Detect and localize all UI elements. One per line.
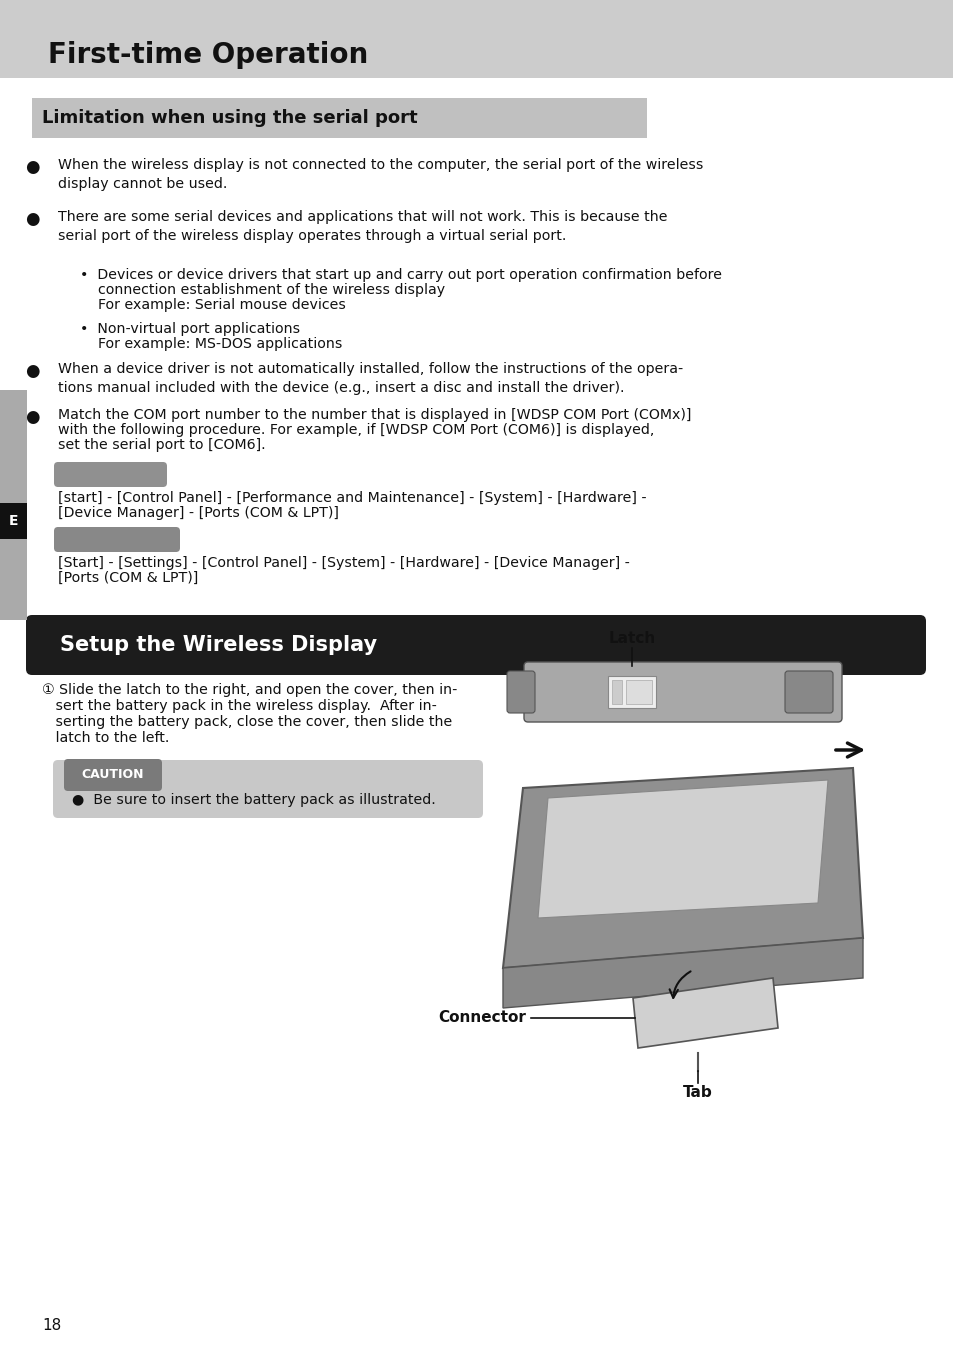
FancyBboxPatch shape <box>523 662 841 722</box>
FancyBboxPatch shape <box>0 390 27 620</box>
Polygon shape <box>633 978 778 1048</box>
FancyBboxPatch shape <box>625 680 651 704</box>
Text: ●: ● <box>25 408 39 427</box>
FancyBboxPatch shape <box>612 680 621 704</box>
FancyBboxPatch shape <box>64 760 162 791</box>
Text: serting the battery pack, close the cover, then slide the: serting the battery pack, close the cove… <box>42 715 452 728</box>
Text: 18: 18 <box>42 1317 61 1332</box>
Polygon shape <box>502 938 862 1007</box>
Text: Tab: Tab <box>682 1085 712 1099</box>
Text: First-time Operation: First-time Operation <box>48 41 368 69</box>
Text: [Start] - [Settings] - [Control Panel] - [System] - [Hardware] - [Device Manager: [Start] - [Settings] - [Control Panel] -… <box>58 556 629 570</box>
Text: Latch: Latch <box>608 631 655 646</box>
Text: When a device driver is not automatically installed, follow the instructions of : When a device driver is not automaticall… <box>58 362 682 395</box>
Polygon shape <box>537 780 827 918</box>
FancyBboxPatch shape <box>784 672 832 714</box>
Text: There are some serial devices and applications that will not work. This is becau: There are some serial devices and applic… <box>58 210 667 242</box>
Text: When the wireless display is not connected to the computer, the serial port of t: When the wireless display is not connect… <box>58 158 702 191</box>
Text: Match the COM port number to the number that is displayed in [WDSP COM Port (COM: Match the COM port number to the number … <box>58 408 691 422</box>
FancyBboxPatch shape <box>0 502 27 539</box>
FancyBboxPatch shape <box>53 760 482 818</box>
Text: •  Devices or device drivers that start up and carry out port operation confirma: • Devices or device drivers that start u… <box>80 268 721 282</box>
Text: Setup the Wireless Display: Setup the Wireless Display <box>60 635 376 655</box>
Text: latch to the left.: latch to the left. <box>42 731 170 745</box>
Text: ●: ● <box>25 158 39 176</box>
Text: connection establishment of the wireless display: connection establishment of the wireless… <box>80 283 445 297</box>
FancyBboxPatch shape <box>54 527 180 552</box>
Text: set the serial port to [COM6].: set the serial port to [COM6]. <box>58 437 265 452</box>
FancyBboxPatch shape <box>32 97 646 138</box>
Text: ●: ● <box>25 362 39 380</box>
Text: CAUTION: CAUTION <box>82 769 144 781</box>
Text: [start] - [Control Panel] - [Performance and Maintenance] - [System] - [Hardware: [start] - [Control Panel] - [Performance… <box>58 492 646 505</box>
Polygon shape <box>502 768 862 968</box>
FancyBboxPatch shape <box>607 676 656 708</box>
Text: ① Slide the latch to the right, and open the cover, then in-: ① Slide the latch to the right, and open… <box>42 682 456 697</box>
FancyBboxPatch shape <box>506 672 535 714</box>
Text: [Ports (COM & LPT)]: [Ports (COM & LPT)] <box>58 571 198 585</box>
Text: ●: ● <box>25 210 39 227</box>
FancyBboxPatch shape <box>26 615 925 676</box>
Text: Connector: Connector <box>437 1010 525 1025</box>
Text: •  Non-virtual port applications: • Non-virtual port applications <box>80 322 300 336</box>
Text: E: E <box>9 515 18 528</box>
Text: ●  Be sure to insert the battery pack as illustrated.: ● Be sure to insert the battery pack as … <box>71 793 436 807</box>
Text: sert the battery pack in the wireless display.  After in-: sert the battery pack in the wireless di… <box>42 699 436 714</box>
FancyBboxPatch shape <box>54 462 167 487</box>
Text: For example: Serial mouse devices: For example: Serial mouse devices <box>80 298 346 311</box>
Text: [Device Manager] - [Ports (COM & LPT)]: [Device Manager] - [Ports (COM & LPT)] <box>58 506 338 520</box>
Text: Limitation when using the serial port: Limitation when using the serial port <box>42 110 417 127</box>
Text: with the following procedure. For example, if [WDSP COM Port (COM6)] is displaye: with the following procedure. For exampl… <box>58 422 654 437</box>
FancyBboxPatch shape <box>0 0 953 79</box>
Text: For example: MS-DOS applications: For example: MS-DOS applications <box>80 337 342 351</box>
